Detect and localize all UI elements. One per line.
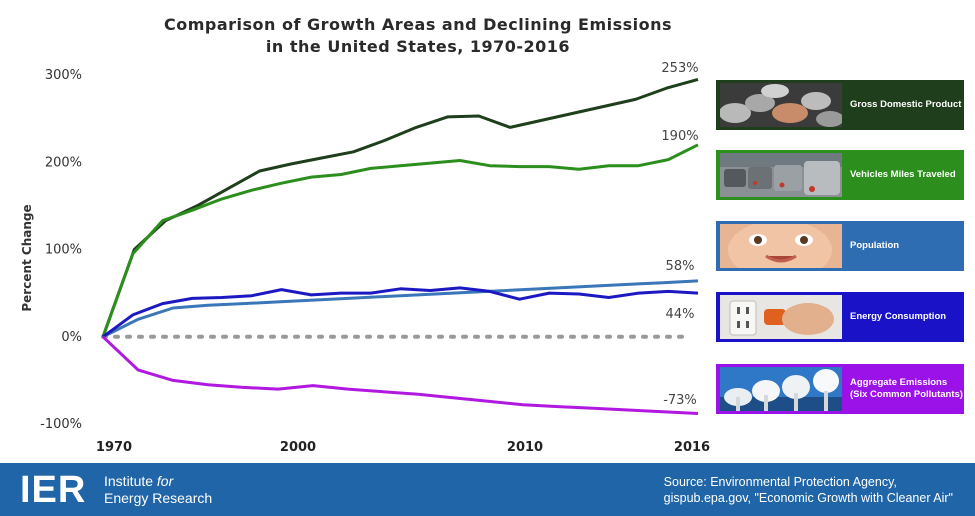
series-line-gross-domestic-product [101, 77, 699, 338]
y-tick-label: 100% [45, 243, 82, 258]
y-tick-label: 200% [45, 155, 82, 170]
x-tick-label: 2010 [507, 440, 543, 455]
end-value-label: 253% [661, 61, 698, 76]
y-tick-label: 300% [45, 68, 82, 83]
x-tick-label: 1970 [96, 440, 132, 455]
end-value-label: 44% [666, 307, 695, 322]
coins-photo-icon [720, 83, 842, 127]
legend-population: Population [716, 221, 964, 271]
x-tick-label: 2016 [674, 440, 710, 455]
chart-title-line1: Comparison of Growth Areas and Declining… [164, 15, 672, 34]
x-tick-label: 2000 [280, 440, 316, 455]
footer-bar: IER Institute for Energy Research Source… [0, 463, 975, 516]
legend-label: Gross Domestic Product [850, 99, 962, 110]
org-line1: Institute [104, 473, 157, 489]
legend-gross-domestic-product: Gross Domestic Product [716, 80, 964, 130]
y-axis-label: Percent Change [20, 204, 34, 311]
ier-logo: IER [20, 469, 87, 511]
series-line-population [102, 279, 699, 339]
legend-aggregate-emissions: Aggregate Emissions (Six Common Pollutan… [716, 364, 964, 414]
legend-energy-consumption: Energy Consumption [716, 292, 964, 342]
series-lines [101, 77, 699, 415]
source-line1: Source: Environmental Protection Agency, [663, 475, 897, 489]
org-line1-italic: for [156, 473, 174, 489]
y-axis-ticks: 300% 200% 100% 0% -100% [40, 68, 82, 432]
end-value-label: 58% [666, 259, 695, 274]
series-line-energy-consumption [102, 286, 699, 339]
y-tick-label: -100% [40, 417, 82, 432]
plug-photo-icon [720, 295, 842, 339]
end-value-label: -73% [663, 393, 697, 408]
legend-label: Population [850, 240, 900, 251]
end-labels: 253% 190% 58% 44% -73% [661, 61, 698, 408]
legend-vehicles-miles-traveled: Vehicles Miles Traveled [716, 150, 964, 200]
legend-label: Vehicles Miles Traveled [850, 169, 956, 180]
series-line-aggregate-emissions-six-common-pollutants [101, 335, 699, 415]
chart-title-line2: in the United States, 1970-2016 [266, 37, 570, 56]
end-value-label: 190% [661, 129, 698, 144]
organization-name: Institute for Energy Research [104, 473, 212, 507]
chart: Comparison of Growth Areas and Declining… [20, 15, 710, 455]
x-axis-ticks: 1970 2000 2010 2016 [96, 440, 710, 455]
traffic-photo-icon [720, 153, 842, 197]
smokestack-photo-icon [720, 367, 842, 411]
org-line2: Energy Research [104, 490, 213, 506]
y-tick-label: 0% [61, 330, 82, 345]
series-line-vehicles-miles-traveled [101, 143, 699, 338]
source-citation: Source: Environmental Protection Agency,… [664, 474, 953, 506]
baby-photo-icon [720, 224, 842, 268]
legend-label: Aggregate Emissions (Six Common Pollutan… [850, 377, 963, 400]
legend-label: Energy Consumption [850, 311, 947, 322]
source-line2: gispub.epa.gov, "Economic Growth with Cl… [663, 491, 953, 505]
